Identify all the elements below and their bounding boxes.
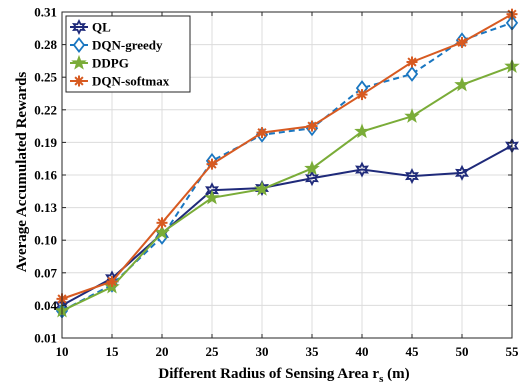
x-tick-label: 15 <box>106 344 120 359</box>
x-tick-label: 30 <box>256 344 269 359</box>
y-tick-label: 0.01 <box>34 331 57 346</box>
x-tick-label: 50 <box>456 344 469 359</box>
legend-box <box>65 15 191 93</box>
series-line <box>61 13 513 300</box>
y-tick-label: 0.07 <box>34 265 57 280</box>
data-point <box>454 76 470 92</box>
x-tick-label: 40 <box>356 344 369 359</box>
y-tick-label: 0.28 <box>34 37 57 52</box>
y-tick-label: 0.04 <box>34 298 57 313</box>
asterisk-stroke <box>457 37 467 48</box>
x-axis-title-main: Different Radius of Sensing Area r <box>158 366 379 382</box>
legend-label: DDPG <box>92 56 129 71</box>
data-point <box>356 89 368 101</box>
y-tick-label: 0.31 <box>34 5 57 20</box>
y-tick-label: 0.25 <box>34 70 57 85</box>
data-point <box>456 36 468 48</box>
x-tick-label: 20 <box>156 344 169 359</box>
legend-label: DQN-greedy <box>92 38 163 53</box>
x-tick-label: 10 <box>56 344 69 359</box>
asterisk-stroke <box>207 159 217 169</box>
asterisk-stroke <box>74 76 84 86</box>
legend-marker <box>71 54 87 70</box>
data-point <box>455 164 469 181</box>
asterisk-stroke <box>307 121 317 131</box>
data-point <box>406 56 418 68</box>
data-point <box>405 168 419 185</box>
x-tick-label: 55 <box>506 344 520 359</box>
data-point <box>304 160 320 176</box>
data-point <box>204 189 220 205</box>
series-line <box>61 144 513 307</box>
x-tick-label: 35 <box>306 344 320 359</box>
x-tick-label: 45 <box>406 344 420 359</box>
data-point <box>156 217 168 229</box>
series-ddpg <box>54 58 520 318</box>
legend-entry: DDPG <box>70 54 129 71</box>
data-point <box>255 180 269 197</box>
legend-marker <box>72 18 86 36</box>
data-point <box>404 108 420 123</box>
y-axis-title: Average Accumulated Rewards <box>14 72 30 273</box>
y-tick-label: 0.13 <box>34 200 57 215</box>
asterisk-stroke <box>257 128 267 138</box>
asterisk-stroke <box>107 276 117 287</box>
data-point <box>206 158 218 170</box>
asterisk-stroke <box>157 218 167 228</box>
asterisk-stroke <box>407 57 417 67</box>
y-tick-label: 0.22 <box>34 102 57 117</box>
data-point <box>254 180 270 196</box>
x-axis-title-unit: (m) <box>383 366 409 382</box>
series-dqn-softmax <box>56 8 518 305</box>
y-tick-label: 0.10 <box>34 233 57 248</box>
data-point <box>354 123 370 139</box>
data-point <box>106 275 118 287</box>
legend-label: QL <box>92 20 111 35</box>
data-point <box>154 224 170 240</box>
legend-entry: DQN-greedy <box>70 37 163 53</box>
legend-marker <box>73 75 85 87</box>
legend-entry: DQN-softmax <box>70 74 170 89</box>
data-point <box>306 120 318 132</box>
x-tick-label: 25 <box>206 344 220 359</box>
y-tick-label: 0.19 <box>34 135 57 150</box>
asterisk-stroke <box>357 89 367 100</box>
series-line <box>61 65 513 312</box>
series-ql <box>55 137 519 314</box>
x-axis-title: Different Radius of Sensing Area rs (m) <box>158 366 409 385</box>
data-point <box>256 127 268 139</box>
legend-marker <box>72 37 86 53</box>
legend-entry: QL <box>70 18 111 36</box>
y-tick-label: 0.16 <box>34 168 57 183</box>
data-point <box>355 161 369 178</box>
data-point <box>405 65 419 82</box>
legend-label: DQN-softmax <box>92 74 170 89</box>
data-point <box>305 170 319 187</box>
x-axis-title-subscript: s <box>379 373 384 385</box>
